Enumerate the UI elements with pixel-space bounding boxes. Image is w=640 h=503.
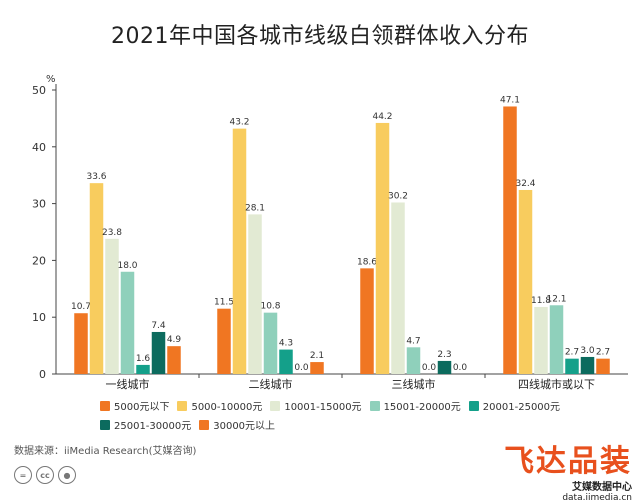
legend-label: 30000元以上 — [213, 421, 276, 432]
bar — [310, 362, 324, 374]
bar — [549, 305, 564, 374]
data-label: 0.0 — [294, 363, 309, 373]
data-label: 0.0 — [422, 363, 437, 373]
legend-item: 20001-25000元 — [468, 398, 561, 413]
y-axis-label: % — [46, 74, 56, 85]
bar — [406, 347, 421, 374]
legend-label: 5000-10000元 — [191, 402, 263, 413]
chart-title: 2021年中国各城市线级白领群体收入分布 — [111, 24, 529, 49]
bar — [74, 313, 88, 374]
bar — [263, 312, 278, 374]
y-tick-label: 50 — [32, 84, 46, 97]
watermark-url: data.iimedia.cn — [562, 493, 632, 503]
data-label: 4.3 — [279, 339, 293, 349]
x-tick-label: 一线城市 — [106, 377, 150, 391]
legend-swatch — [100, 400, 110, 411]
data-label: 7.4 — [151, 321, 166, 331]
bar — [279, 349, 293, 374]
data-label: 43.2 — [229, 118, 249, 128]
data-label: 30.2 — [388, 191, 408, 201]
legend-row: 25001-30000元 30000元以上 — [100, 417, 570, 432]
legend-swatch — [177, 400, 188, 411]
bar — [534, 306, 548, 374]
legend-item: 10001-15000元 — [270, 398, 362, 413]
legend: 5000元以下 5000-10000元 10001-15000元 15001-2000… — [100, 398, 570, 436]
legend-row: 5000元以下 5000-10000元 10001-15000元 15001-2000… — [100, 398, 570, 413]
bar — [580, 356, 595, 374]
data-label: 1.6 — [136, 354, 151, 364]
data-label: 33.6 — [86, 172, 106, 182]
legend-label: 10001-15000元 — [284, 402, 362, 413]
data-label: 23.8 — [102, 228, 122, 238]
watermark-logo: 艾媒数据中心 — [572, 482, 632, 493]
legend-swatch — [369, 400, 380, 411]
y-tick-label: 20 — [32, 254, 46, 267]
data-label: 2.7 — [565, 348, 579, 358]
data-label: 4.7 — [406, 336, 420, 346]
legend-item: 25001-30000元 — [100, 417, 191, 432]
data-label: 0.0 — [453, 363, 468, 373]
legend-item: 5000元以下 — [100, 398, 169, 413]
y-tick-label: 0 — [39, 368, 46, 381]
source-note: 数据来源：iiMedia Research(艾媒咨询) — [14, 446, 197, 457]
legend-label: 25001-30000元 — [114, 421, 192, 432]
bar — [89, 183, 104, 374]
watermark-text: 飞达品装 — [504, 444, 632, 479]
data-label: 4.9 — [167, 335, 182, 345]
y-tick-label: 10 — [32, 311, 46, 324]
x-tick-label: 二线城市 — [249, 377, 293, 391]
bar — [232, 128, 247, 374]
data-label: 11.8 — [531, 296, 551, 306]
legend-swatch — [270, 400, 281, 411]
bar — [136, 364, 150, 374]
license-icons: = cc ● — [14, 466, 76, 484]
y-tick-label: 30 — [32, 198, 46, 211]
bar — [105, 238, 119, 374]
data-label: 2.1 — [310, 351, 324, 361]
data-label: 18.0 — [117, 261, 137, 271]
legend-label: 15001-20000元 — [383, 402, 461, 413]
bar — [596, 358, 610, 374]
bar — [120, 271, 135, 374]
bar — [518, 189, 533, 374]
bar — [217, 308, 231, 374]
legend-swatch — [199, 419, 210, 430]
bar-chart: 0 10 20 30 40 50% 10.7 33.6 23.8 18.0 1.6 7.44.9 一线城… — [32, 74, 628, 391]
data-label: 32.4 — [515, 179, 535, 189]
legend-swatch — [100, 419, 110, 430]
bar — [437, 360, 452, 374]
bar — [248, 214, 262, 374]
legend-item: 5000-10000元 — [177, 398, 262, 413]
bar — [375, 122, 390, 374]
legend-label: 5000元以下 — [114, 402, 170, 413]
x-tick-label: 四线城市或以下 — [518, 377, 595, 391]
data-label: 18.6 — [357, 257, 377, 267]
watermark: 飞达品装 艾媒数据中心 data.iimedia.cn — [504, 446, 632, 503]
cc-person-icon: ● — [58, 466, 76, 484]
data-label: 44.2 — [372, 112, 392, 122]
bar — [391, 202, 405, 374]
legend-label: 20001-25000元 — [482, 402, 561, 413]
legend-item: 15001-20000元 — [369, 398, 461, 413]
bar — [360, 268, 374, 374]
data-label: 2.7 — [596, 348, 610, 358]
cc-equal-icon: = — [14, 466, 32, 484]
data-label: 10.7 — [71, 302, 91, 312]
data-label: 2.3 — [437, 350, 451, 360]
data-label: 47.1 — [500, 95, 520, 105]
bar — [151, 331, 166, 374]
data-label: 10.8 — [260, 302, 280, 312]
cc-icon: cc — [36, 466, 54, 484]
data-label: 3.0 — [580, 346, 595, 356]
legend-item: 30000元以上 — [199, 417, 275, 432]
bar — [167, 346, 181, 374]
data-label: 28.1 — [245, 203, 265, 213]
x-tick-label: 三线城市 — [392, 377, 436, 391]
legend-swatch — [468, 400, 479, 411]
bar — [565, 358, 579, 374]
y-tick-label: 40 — [32, 141, 46, 154]
data-label: 11.5 — [214, 298, 234, 308]
data-label: 12.1 — [546, 294, 566, 304]
bar — [503, 106, 517, 375]
